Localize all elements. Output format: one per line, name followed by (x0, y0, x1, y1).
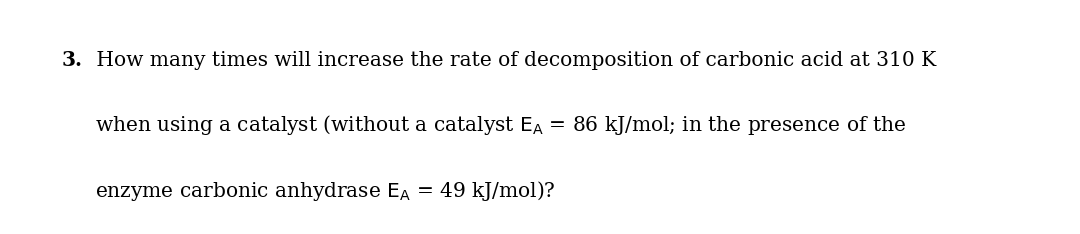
Text: 3.: 3. (62, 50, 82, 69)
Text: when using a catalyst (without a catalyst $\mathrm{E}_{\mathrm{A}}$ = 86 kJ/mol;: when using a catalyst (without a catalys… (95, 113, 906, 137)
Text: How many times will increase the rate of decomposition of carbonic acid at 310 K: How many times will increase the rate of… (90, 51, 936, 69)
Text: enzyme carbonic anhydrase $\mathrm{E}_{\mathrm{A}}$ = 49 kJ/mol)?: enzyme carbonic anhydrase $\mathrm{E}_{\… (95, 179, 556, 203)
